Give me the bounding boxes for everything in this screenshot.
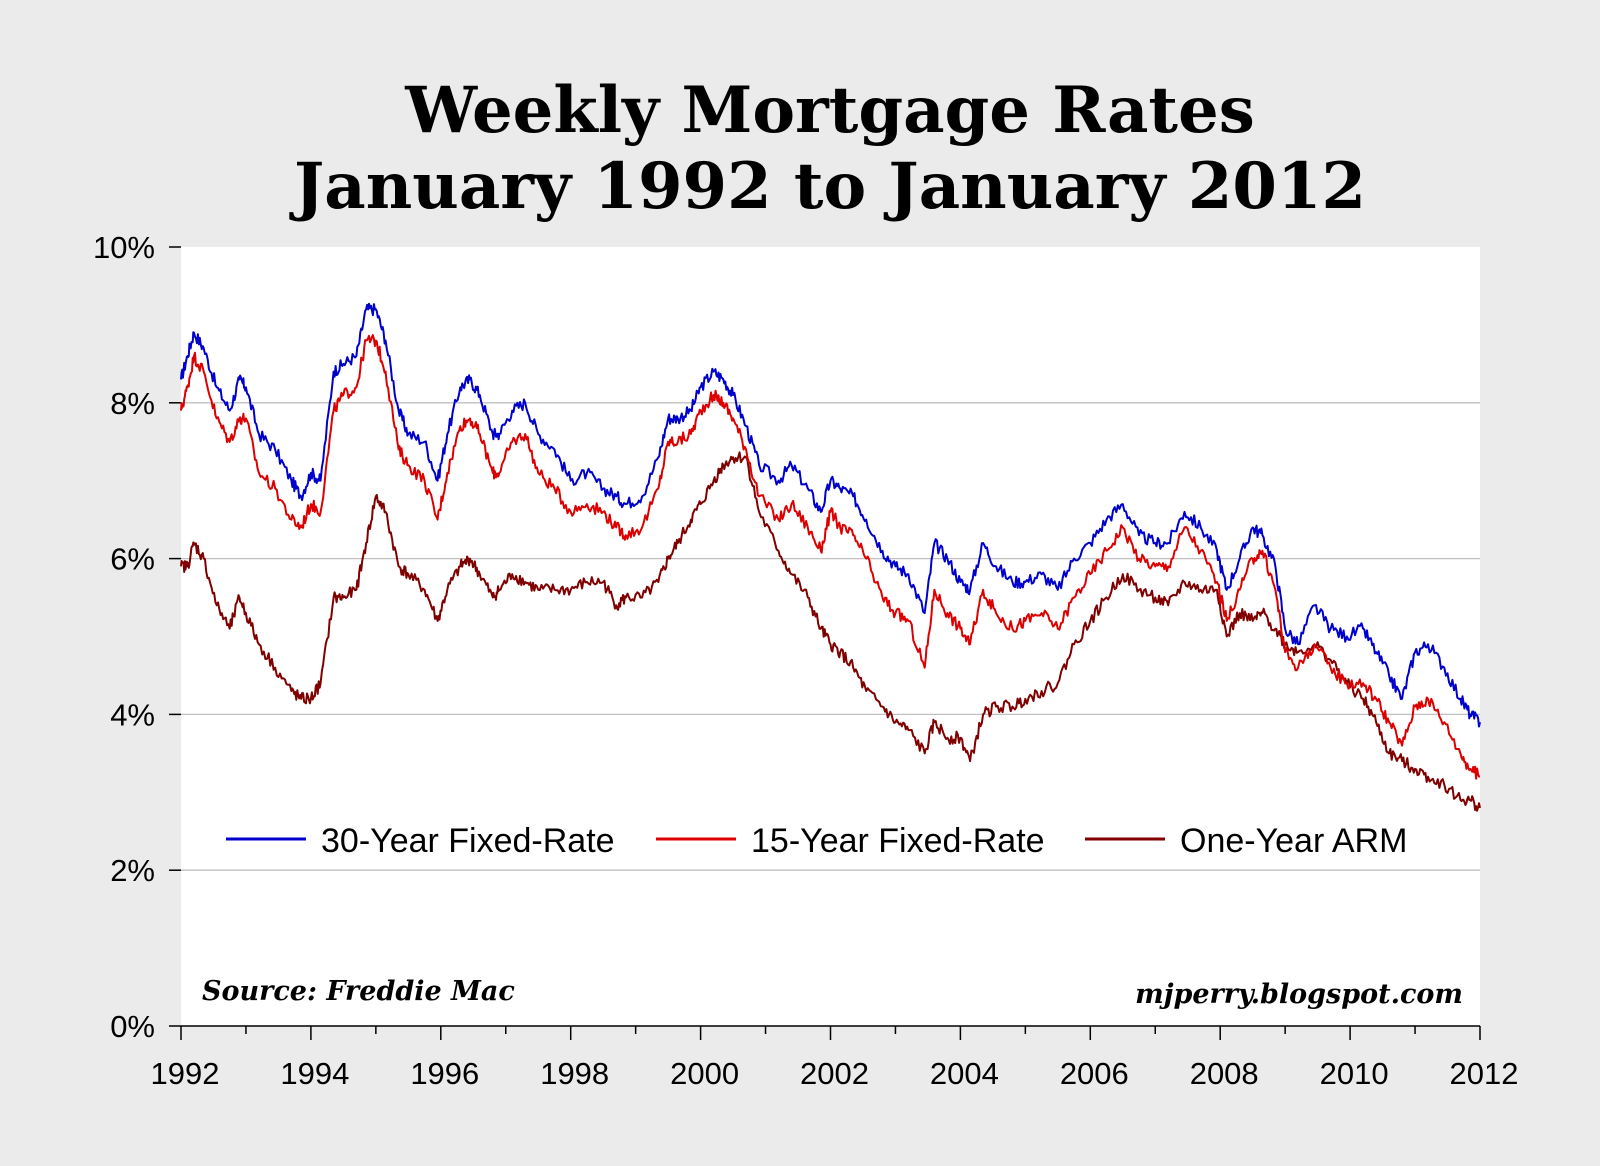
series-line: [180, 334, 1481, 780]
credit-note: mjperry.blogspot.com: [1135, 979, 1463, 1010]
y-tick-label: 6%: [110, 542, 155, 577]
x-tick-label: 2004: [930, 1056, 999, 1091]
x-tick-label: 2012: [1450, 1056, 1519, 1091]
chart-subtitle: January 1992 to January 2012: [289, 149, 1366, 224]
x-tick-label: 2002: [800, 1056, 869, 1091]
chart-title: Weekly Mortgage Rates: [404, 73, 1254, 148]
x-tick-label: 2006: [1060, 1056, 1129, 1091]
legend-label-15-year: 15-Year Fixed-Rate: [751, 822, 1045, 860]
y-tick-label: 2%: [110, 853, 155, 888]
x-tick-label: 2000: [670, 1056, 739, 1091]
x-tick-label: 1992: [151, 1056, 220, 1091]
plot-area: [181, 247, 1480, 1026]
x-tick-label: 1996: [410, 1056, 479, 1091]
x-tick-label: 1998: [540, 1056, 609, 1091]
axes: 0% 2% 4% 6% 8% 10% 1992 1994 1996 1998 2000 2002 200…: [93, 230, 1519, 1091]
y-tick-label: 10%: [93, 230, 155, 265]
x-tick-label: 2008: [1190, 1056, 1259, 1091]
y-tick-label: 8%: [110, 386, 155, 421]
x-tick-label: 1994: [280, 1056, 349, 1091]
source-note: Source: Freddie Mac: [202, 976, 515, 1007]
x-tick-label: 2010: [1320, 1056, 1389, 1091]
series-layer: [180, 302, 1481, 812]
y-tick-label: 0%: [110, 1009, 155, 1044]
legend-label-30-year: 30-Year Fixed-Rate: [321, 822, 615, 860]
series-line: [180, 451, 1481, 812]
legend: 30-Year Fixed-Rate 15-Year Fixed-Rate On…: [226, 822, 1407, 860]
y-tick-label: 4%: [110, 697, 155, 732]
legend-label-arm: One-Year ARM: [1180, 822, 1407, 860]
series-line: [180, 302, 1481, 728]
